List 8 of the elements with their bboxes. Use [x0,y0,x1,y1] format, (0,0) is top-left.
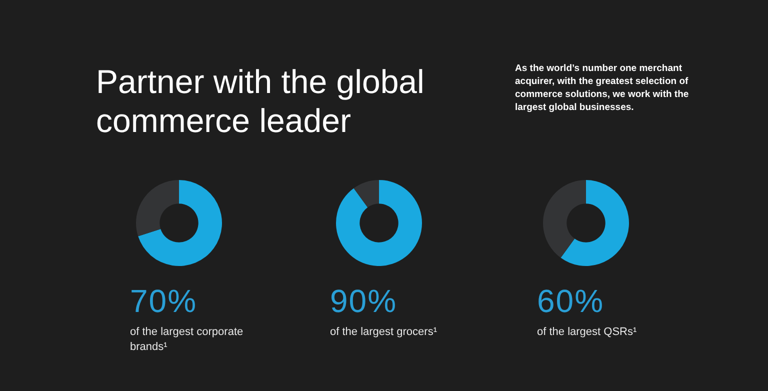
text: of the largest QSRs¹ [537,325,638,340]
text: of the largest corporate brands¹ [130,325,244,355]
data-label: 70% [130,283,198,319]
text: Partner with the global commerce leader [96,62,426,140]
text: of the largest grocers¹ [330,325,438,340]
data-label: 60% [537,283,606,319]
data-label: 90% [330,283,398,319]
text: As the world’s number one merchant acquirer, with the greatest selection of commerce solutions, we work with the largest global businesses. [515,62,690,114]
